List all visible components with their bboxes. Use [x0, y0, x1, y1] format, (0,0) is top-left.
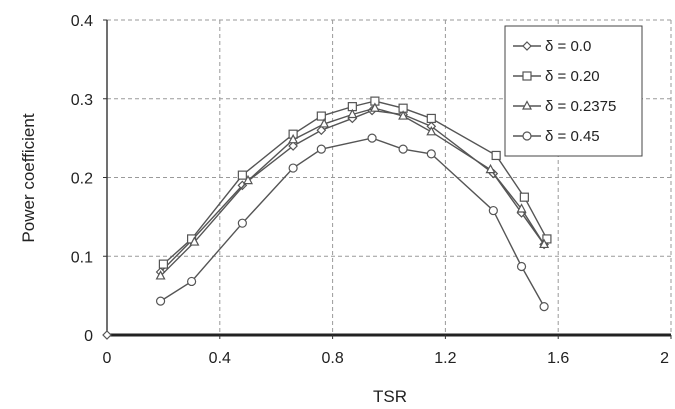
legend-marker [522, 100, 532, 110]
legend-marker [522, 41, 532, 51]
data-point [243, 174, 253, 185]
data-point [316, 125, 327, 136]
x-axis-label: TSR [373, 387, 407, 406]
y-tick-label: 0.4 [71, 13, 93, 30]
series-line [160, 107, 545, 277]
legend-label: δ = 0.2375 [545, 98, 616, 115]
data-point [316, 111, 326, 121]
data-point [237, 218, 247, 228]
legend-item: δ = 0.2375 [513, 98, 616, 115]
legend: δ = 0.0 δ = 0.20 δ = 0.2375 δ = 0.45 [504, 25, 643, 157]
data-point [542, 234, 552, 244]
legend-label: δ = 0.20 [545, 68, 600, 85]
legend-item: δ = 0.20 [513, 68, 600, 85]
legend-marker [522, 71, 532, 81]
data-point [539, 302, 549, 312]
data-point [155, 270, 166, 280]
legend-item: δ = 0.0 [513, 38, 591, 55]
tick-labels: 0 0.4 0.8 1.2 1.6 2 0 0.1 0.2 0.3 0.4 [71, 13, 669, 367]
y-tick-label: 0.1 [71, 249, 93, 266]
data-point [288, 141, 298, 151]
x-tick-label: 0.8 [321, 350, 343, 367]
data-point [155, 296, 166, 306]
y-tick-label: 0.2 [71, 171, 93, 188]
series-circle [155, 133, 549, 312]
data-point [398, 110, 409, 120]
data-point [158, 259, 168, 269]
data-point [426, 149, 436, 159]
data-point [347, 108, 358, 119]
data-point [426, 113, 436, 124]
x-tick-label: 1.2 [434, 350, 456, 367]
data-point [488, 205, 498, 216]
series-triangle [155, 102, 550, 280]
legend-marker [522, 131, 532, 141]
x-tick-label: 2 [660, 350, 669, 367]
data-point [539, 238, 550, 249]
data-point [319, 118, 330, 128]
y-axis-label: Power coefficient [19, 113, 38, 242]
series [155, 96, 552, 312]
data-point [516, 261, 527, 272]
axes [102, 19, 672, 340]
grid [107, 19, 672, 335]
x-tick-label: 1.6 [547, 350, 569, 367]
legend-label: δ = 0.0 [545, 38, 591, 55]
data-point [367, 133, 377, 143]
y-tick-label: 0 [84, 328, 93, 345]
data-point [491, 150, 501, 161]
series-line [162, 100, 548, 265]
origin-marker [102, 330, 112, 340]
data-point [288, 163, 298, 173]
data-point [516, 203, 527, 213]
data-point [369, 102, 380, 112]
data-point [519, 192, 529, 202]
y-tick-label: 0.3 [71, 92, 93, 109]
data-point [398, 144, 408, 154]
data-point [485, 163, 496, 174]
x-tick-label: 0.4 [209, 350, 231, 367]
x-tick-label: 0 [103, 350, 112, 367]
legend-item: δ = 0.45 [513, 128, 600, 145]
data-point [316, 144, 326, 154]
data-point [189, 236, 200, 246]
data-point [237, 170, 247, 180]
data-point [288, 133, 299, 144]
data-point [187, 276, 197, 287]
legend-label: δ = 0.45 [545, 128, 600, 145]
data-point [426, 126, 437, 136]
